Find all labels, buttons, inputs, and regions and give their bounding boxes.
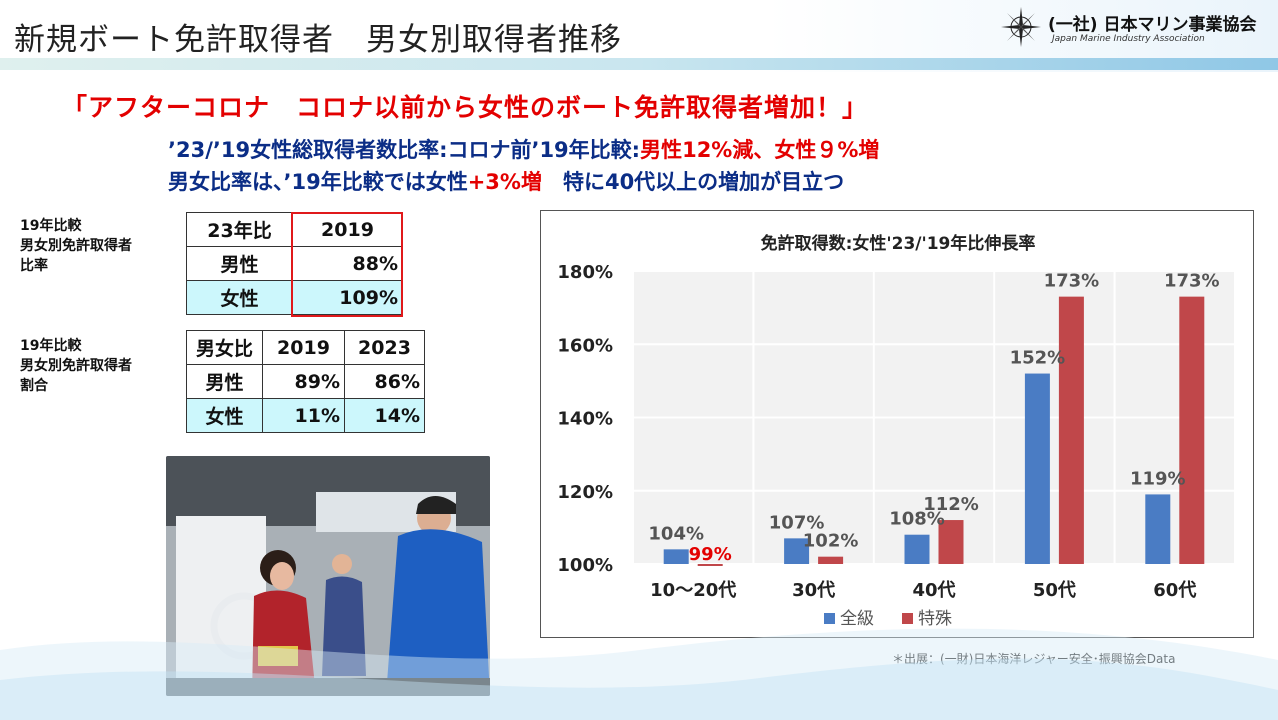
legend-label: 全級 xyxy=(840,609,874,629)
subline-ratio-prefix: ’23/’19女性総取得者数比率:コロナ前’19年比較: xyxy=(168,138,641,162)
data-label: 173% xyxy=(1044,271,1100,292)
table2-caption-line: 19年比較 xyxy=(20,338,82,354)
data-label: 108% xyxy=(889,509,945,530)
bar-series-a xyxy=(1145,494,1171,564)
page-title: 新規ボート免許取得者 男女別取得者推移 xyxy=(14,22,622,58)
data-label: 99% xyxy=(689,544,732,565)
highlight-box xyxy=(291,212,403,317)
bar-series-b xyxy=(938,520,964,564)
boat-photo xyxy=(166,456,490,696)
bar-series-b xyxy=(1179,296,1205,564)
data-label: 112% xyxy=(923,494,979,515)
y-tick-label: 180% xyxy=(557,262,613,283)
data-label: 119% xyxy=(1130,468,1186,489)
table-cell: 11% xyxy=(262,398,345,433)
association-logo: (一社) 日本マリン事業協会 Japan Marine Industry Ass… xyxy=(1000,6,1270,52)
compass-rose-icon xyxy=(1001,7,1041,47)
header-stripe xyxy=(0,58,1278,70)
subline-ratio: ’23/’19女性総取得者数比率:コロナ前’19年比較:男性12%減、女性９%増 xyxy=(168,134,879,164)
data-label: 102% xyxy=(803,531,859,552)
y-tick-label: 160% xyxy=(557,335,613,356)
table-cell: 14% xyxy=(344,398,425,433)
bar-series-b xyxy=(1058,296,1084,564)
x-tick-label: 10～20代 xyxy=(650,580,736,601)
table-header-row: 23年比 2019 xyxy=(186,212,403,247)
subline-share-highlight: +3%増 xyxy=(467,170,542,194)
bar-chart: 免許取得数:女性'23/'19年比伸長率 100% 120% 140% 160% 180… xyxy=(557,233,1236,629)
boat-photo-illustration xyxy=(166,456,490,696)
bar-series-b xyxy=(818,556,844,564)
bar-series-a xyxy=(784,538,810,564)
data-label: 152% xyxy=(1010,348,1066,369)
subline-ratio-highlight: 男性12%減、女性９%増 xyxy=(640,138,880,162)
table1-caption: 19年比較 男女別免許取得者 比率 xyxy=(20,216,132,276)
subline-share-prefix: 男女比率は、’19年比較では女性 xyxy=(168,170,468,194)
table-row: 女性 11% 14% xyxy=(186,398,425,433)
table-header-cell: 23年比 xyxy=(186,212,293,247)
table-row-label: 男性 xyxy=(186,246,293,281)
subline-gender-share: 男女比率は、’19年比較では女性+3%増 特に40代以上の増加が目立つ xyxy=(168,166,844,196)
bar-series-a xyxy=(904,534,930,564)
table2-caption-line: 割合 xyxy=(20,378,48,394)
data-label: 173% xyxy=(1164,271,1220,292)
table-cell: 109% xyxy=(292,280,403,315)
data-label: 107% xyxy=(769,512,825,533)
x-tick-label: 50代 xyxy=(1033,580,1076,601)
table-cell: 86% xyxy=(344,364,425,399)
table-row: 男性 89% 86% xyxy=(186,364,425,399)
table-row: 女性 109% xyxy=(186,280,403,315)
table-row-label: 男性 xyxy=(186,364,263,399)
y-tick-label: 120% xyxy=(557,482,613,503)
bar-series-a xyxy=(663,549,689,564)
legend-swatch xyxy=(824,613,835,624)
table-header-cell: 2023 xyxy=(344,330,425,365)
table1-caption-line: 19年比較 xyxy=(20,218,82,234)
chart-panel: 免許取得数:女性'23/'19年比伸長率 100% 120% 140% 160% 180… xyxy=(540,210,1254,638)
table-cell: 88% xyxy=(292,246,403,281)
table-row-label: 女性 xyxy=(186,280,293,315)
chart-title: 免許取得数:女性'23/'19年比伸長率 xyxy=(761,233,1036,254)
logo-name: (一社) 日本マリン事業協会 xyxy=(1048,15,1257,35)
bar-series-b xyxy=(697,564,723,566)
y-tick-label: 140% xyxy=(557,409,613,430)
gender-share-table: 男女比 2019 2023 男性 89% 86% 女性 11% 14% xyxy=(186,330,425,433)
headline: 「アフターコロナ コロナ以前から女性のボート免許取得者増加！」 xyxy=(62,93,869,122)
x-tick-label: 60代 xyxy=(1153,580,1196,601)
table1-caption-line: 比率 xyxy=(20,258,48,274)
table2-caption-line: 男女別免許取得者 xyxy=(20,358,132,374)
table-header-cell: 2019 xyxy=(292,212,403,247)
data-label: 104% xyxy=(648,523,704,544)
subline-share-suffix: 特に40代以上の増加が目立つ xyxy=(541,170,845,194)
table-header-cell: 2019 xyxy=(262,330,345,365)
x-tick-label: 30代 xyxy=(792,580,835,601)
y-tick-label: 100% xyxy=(557,555,613,576)
bar-series-a xyxy=(1024,373,1050,564)
table-header-row: 男女比 2019 2023 xyxy=(186,330,425,365)
table-row-label: 女性 xyxy=(186,398,263,433)
legend-label: 特殊 xyxy=(918,609,952,629)
table2-caption: 19年比較 男女別免許取得者 割合 xyxy=(20,336,132,396)
logo-english-name: Japan Marine Industry Association xyxy=(1052,34,1205,44)
table-header-cell: 男女比 xyxy=(186,330,263,365)
table1-caption-line: 男女別免許取得者 xyxy=(20,238,132,254)
x-tick-label: 40代 xyxy=(912,580,955,601)
growth-ratio-table: 23年比 2019 男性 88% 女性 109% xyxy=(186,212,403,315)
table-cell: 89% xyxy=(262,364,345,399)
source-note: ＊出展：(一財)日本海洋レジャー安全･振興協会Data xyxy=(892,652,1176,666)
legend-swatch xyxy=(902,613,913,624)
table-row: 男性 88% xyxy=(186,246,403,281)
